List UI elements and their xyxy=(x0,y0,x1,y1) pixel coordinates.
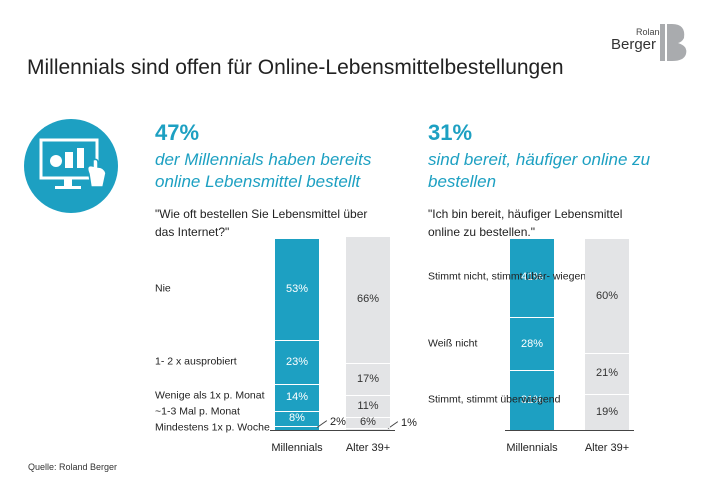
series-label: 1- 2 x ausprobiert xyxy=(155,355,237,368)
bar-segment xyxy=(275,238,319,340)
series-label: Wenige als 1x p. Monat xyxy=(155,389,265,402)
bar-segment xyxy=(346,236,390,363)
value-label: 6% xyxy=(360,416,376,429)
bar-segment xyxy=(510,316,554,371)
value-label: 1% xyxy=(401,417,417,430)
highlight: 31% xyxy=(428,120,473,145)
value-label: 2% xyxy=(330,416,346,429)
question: "Wie oft bestellen Sie Lebensmittel über… xyxy=(155,207,368,239)
logo-line1: Roland xyxy=(636,27,665,37)
bar-segment xyxy=(275,383,319,411)
subtitle: sind bereit, häufiger online zu bestelle… xyxy=(428,150,651,191)
highlight: 47% xyxy=(155,120,200,145)
value-label: 17% xyxy=(356,373,380,386)
value-label: 19% xyxy=(595,405,619,418)
bar-segment xyxy=(275,410,319,427)
source: Quelle: Roland Berger xyxy=(28,462,118,472)
bar-segment xyxy=(510,238,554,317)
value-label: 28% xyxy=(520,337,544,350)
bar-segment xyxy=(510,370,554,430)
category-label: Alter 39+ xyxy=(345,442,391,454)
value-label: 21% xyxy=(595,367,619,380)
baseline xyxy=(505,430,634,431)
series-label: Nie xyxy=(155,282,171,295)
bar-segment xyxy=(585,238,629,354)
category-label: Millennials xyxy=(506,442,558,454)
series-label: Weiß nicht xyxy=(428,337,478,350)
value-label: 23% xyxy=(285,355,309,368)
bar-segment xyxy=(275,426,319,430)
bar-segment xyxy=(275,339,319,384)
bar-segment xyxy=(585,353,629,394)
value-label: 11% xyxy=(357,400,379,412)
category-label: Alter 39+ xyxy=(584,442,630,454)
icon xyxy=(24,119,118,213)
bar-segment xyxy=(346,416,390,429)
bar-segment xyxy=(585,393,629,430)
logo-mark xyxy=(660,24,687,61)
value-label: 66% xyxy=(356,293,380,306)
value-label: 14% xyxy=(285,391,309,404)
title: Millennials sind offen für Online-Lebens… xyxy=(27,56,564,79)
value-label: 60% xyxy=(595,289,619,302)
value-label: 31% xyxy=(520,394,544,407)
category-label: Millennials xyxy=(271,442,323,454)
series-label: Stimmt, stimmt überwiegend xyxy=(428,393,561,406)
baseline xyxy=(270,430,395,431)
value-label: 8% xyxy=(289,412,305,425)
value-label: 53% xyxy=(285,282,309,295)
question: "Ich bin bereit, häufiger Lebensmittel o… xyxy=(428,207,623,239)
value-label: 41% xyxy=(520,271,544,284)
subtitle: der Millennials haben bereits online Leb… xyxy=(155,150,372,191)
bar-segment xyxy=(346,428,390,430)
bar-segment xyxy=(346,362,390,396)
series-label: Mindestens 1x p. Woche xyxy=(155,421,270,434)
bar-segment xyxy=(346,395,390,417)
series-label: Stimmt nicht, stimmt über- wiegend nicht xyxy=(428,270,618,283)
logo-line2: Berger xyxy=(611,36,657,53)
series-label: ~1-3 Mal p. Monat xyxy=(155,405,240,418)
